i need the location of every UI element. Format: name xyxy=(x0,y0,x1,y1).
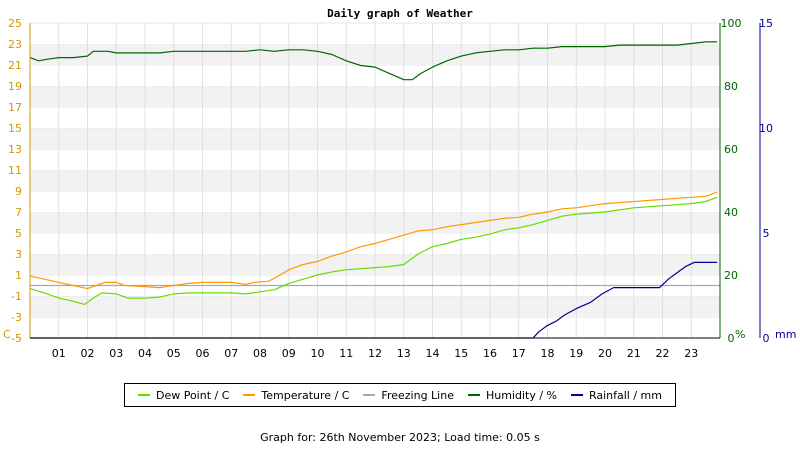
x-tick-label: 06 xyxy=(196,347,210,360)
left-tick-label: 15 xyxy=(8,122,22,135)
series-lines xyxy=(29,41,720,339)
x-tick-label: 16 xyxy=(483,347,497,360)
left-tick-label: -5 xyxy=(11,332,22,345)
left-tick-label: 13 xyxy=(8,143,22,156)
left-tick-label: 17 xyxy=(8,101,22,114)
legend-label: Dew Point / C xyxy=(155,388,230,402)
x-tick-label: 15 xyxy=(454,347,468,360)
x-tick-label: 23 xyxy=(684,347,698,360)
series-rainfall-mm xyxy=(30,261,718,339)
rainfall-tick-label: 5 xyxy=(763,227,770,240)
x-tick-label: 17 xyxy=(512,347,526,360)
humidity-axis-unit: % xyxy=(735,328,745,341)
x-tick-label: 07 xyxy=(224,347,238,360)
series-temperature-c xyxy=(29,191,718,290)
axis-lines xyxy=(29,23,761,339)
chart-title: Daily graph of Weather xyxy=(327,7,473,20)
legend-item-temperature: Temperature / C xyxy=(243,389,349,402)
x-tick-label: 11 xyxy=(339,347,353,360)
x-tick-label: 14 xyxy=(426,347,440,360)
rainfall-axis-tick-labels: 0 5 10 15 xyxy=(759,17,773,345)
x-tick-label: 22 xyxy=(656,347,670,360)
legend-swatch xyxy=(243,394,256,396)
x-tick-label: 12 xyxy=(368,347,382,360)
legend-swatch xyxy=(570,394,583,396)
x-tick-label: 04 xyxy=(138,347,152,360)
humidity-tick-label: 100 xyxy=(721,17,742,30)
humidity-tick-label: 60 xyxy=(724,143,738,156)
series-humidity xyxy=(29,41,718,81)
x-tick-label: 01 xyxy=(52,347,66,360)
x-tick-label: 13 xyxy=(397,347,411,360)
rainfall-axis-unit: mm xyxy=(775,328,796,341)
left-tick-label: -1 xyxy=(11,290,22,303)
left-tick-label: 1 xyxy=(15,269,22,282)
legend-swatch xyxy=(137,394,150,396)
x-tick-label: 18 xyxy=(541,347,555,360)
legend-swatch xyxy=(467,394,480,396)
x-tick-label: 05 xyxy=(167,347,181,360)
legend-item-rainfall: Rainfall / mm xyxy=(570,388,662,402)
legend-label: Humidity / % xyxy=(485,388,557,402)
left-tick-label: 11 xyxy=(8,164,22,177)
x-tick-label: 19 xyxy=(569,347,583,360)
left-tick-label: 9 xyxy=(15,185,22,198)
legend-label: Freezing Line xyxy=(381,388,454,402)
left-tick-label: 23 xyxy=(8,38,22,51)
humidity-axis-tick-labels: 0 20 40 60 80 100 xyxy=(721,17,742,345)
left-axis-unit: C xyxy=(3,328,11,341)
rainfall-tick-label: 0 xyxy=(763,332,770,345)
legend-label: Rainfall / mm xyxy=(588,388,662,402)
x-tick-label: 08 xyxy=(253,347,267,360)
left-tick-label: 5 xyxy=(15,227,22,240)
left-tick-label: 7 xyxy=(15,206,22,219)
left-tick-label: 3 xyxy=(15,248,22,261)
humidity-tick-label: 80 xyxy=(724,80,738,93)
x-axis-tick-labels: 01 02 03 04 05 06 07 08 09 10 11 12 13 14 15 16 17 18 19 20… xyxy=(52,347,699,360)
rainfall-tick-label: 15 xyxy=(759,17,773,30)
legend-label: Temperature / C xyxy=(261,388,350,402)
legend-item-freezing-line: Freezing Line xyxy=(363,389,454,402)
legend-swatch xyxy=(363,394,376,396)
x-tick-label: 09 xyxy=(282,347,296,360)
humidity-tick-label: 0 xyxy=(728,332,735,345)
left-tick-label: 21 xyxy=(8,59,22,72)
x-tick-label: 10 xyxy=(311,347,325,360)
legend-item-dew-point: Dew Point / C xyxy=(137,388,230,402)
series-dew-point-c xyxy=(29,196,718,305)
left-tick-label: 19 xyxy=(8,80,22,93)
graph-footer: Graph for: 26th November 2023; Load time… xyxy=(260,431,540,444)
left-tick-label: -3 xyxy=(11,311,22,324)
rainfall-tick-label: 10 xyxy=(759,122,773,135)
legend-item-humidity: Humidity / % xyxy=(467,388,557,402)
x-tick-label: 20 xyxy=(598,347,612,360)
x-tick-label: 02 xyxy=(81,347,95,360)
legend: Dew Point / C Temperature / C Freezing L… xyxy=(124,383,676,407)
x-tick-label: 03 xyxy=(109,347,123,360)
humidity-tick-label: 20 xyxy=(724,269,738,282)
left-tick-label: 25 xyxy=(8,17,22,30)
humidity-tick-label: 40 xyxy=(724,206,738,219)
x-tick-label: 21 xyxy=(627,347,641,360)
